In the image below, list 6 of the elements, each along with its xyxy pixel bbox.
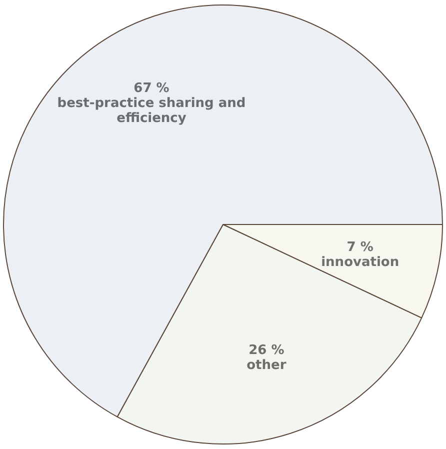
data-label: 26 % bbox=[248, 342, 284, 358]
data-label: 67 % bbox=[134, 80, 170, 96]
data-label: 7 % bbox=[346, 240, 374, 256]
slice-label: other bbox=[246, 358, 287, 373]
slice-label: innovation bbox=[321, 255, 400, 270]
slice-label: best-practice sharing and efficiency bbox=[57, 96, 246, 126]
